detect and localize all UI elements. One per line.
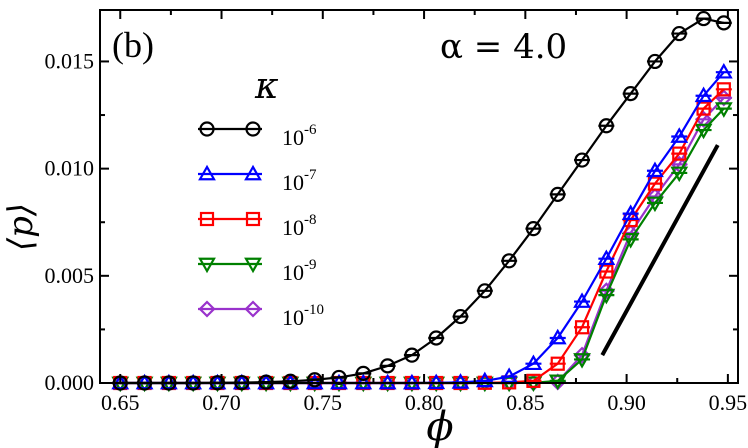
- data-point: [695, 10, 712, 27]
- data-point: [574, 320, 590, 335]
- data-point: [574, 152, 590, 168]
- data-point: [599, 264, 614, 279]
- data-point: [694, 86, 713, 103]
- data-point: [597, 249, 616, 266]
- legend: 10-6 10-7 10-8 10-9 10-10: [198, 121, 324, 330]
- legend-marker: [198, 164, 216, 181]
- data-point: [451, 373, 470, 389]
- data-point: [380, 358, 396, 374]
- panel-label: (b): [112, 25, 154, 65]
- x-axis-label: ϕ: [426, 404, 453, 448]
- data-point: [647, 53, 663, 70]
- y-tick-label: 0.010: [45, 156, 95, 181]
- x-tick-label: 0.85: [506, 390, 545, 415]
- data-point: [501, 253, 517, 269]
- data-point: [404, 347, 420, 363]
- legend-label: 10-6: [282, 122, 317, 150]
- legend-entry-10-8: 10-8: [198, 211, 317, 240]
- data-point: [696, 101, 711, 116]
- data-point: [597, 288, 616, 305]
- data-point: [573, 353, 591, 369]
- data-point: [548, 328, 567, 345]
- data-point: [671, 25, 687, 42]
- series-line: [120, 17, 725, 385]
- data-point: [524, 354, 543, 371]
- legend-marker: [244, 300, 262, 318]
- data-point: [670, 127, 689, 143]
- data-point: [525, 221, 542, 237]
- data-point: [621, 204, 640, 220]
- legend-marker: [199, 121, 215, 137]
- data-point: [307, 372, 323, 388]
- data-point: [694, 123, 713, 140]
- series-line: [120, 107, 725, 385]
- data-point: [550, 186, 566, 202]
- legend-label: 10-9: [282, 257, 317, 285]
- alpha-annotation: α = 4.0: [440, 27, 567, 67]
- data-point: [573, 292, 591, 308]
- data-point: [526, 373, 541, 388]
- data-point: [427, 373, 446, 390]
- y-axis-label: ⟨p⟩: [1, 203, 41, 251]
- data-point: [500, 367, 519, 383]
- legend-entry-10-9: 10-9: [198, 257, 317, 285]
- x-tick-label: 0.70: [202, 390, 241, 415]
- x-tick-label: 0.90: [607, 390, 646, 415]
- data-point: [714, 102, 733, 118]
- y-tick-label: 0.000: [45, 370, 95, 395]
- x-tick-label: 0.65: [101, 390, 140, 415]
- data-point: [548, 374, 567, 391]
- data-point: [282, 373, 298, 389]
- legend-title: κ: [254, 66, 279, 107]
- x-tick-label: 0.80: [405, 390, 444, 415]
- x-tick-label: 0.95: [709, 390, 748, 415]
- data-point: [475, 371, 494, 388]
- x-tick-label: 0.75: [304, 390, 343, 415]
- reference-line: [600, 144, 720, 357]
- data-point: [477, 283, 493, 299]
- data-point: [428, 330, 444, 346]
- legend-label: 10-7: [282, 167, 317, 195]
- data-point: [670, 166, 689, 183]
- axes: 0.65 0.70 0.75 0.80 0.85 0.90 0.95 0.000 0.005 0.…: [45, 9, 748, 415]
- data-point: [355, 365, 371, 381]
- data-point: [621, 233, 640, 249]
- plot-frame: [99, 9, 739, 384]
- data-point: [714, 62, 733, 79]
- legend-marker: [244, 164, 262, 181]
- legend-entry-10-7: 10-7: [198, 164, 317, 195]
- data-point: [716, 82, 731, 97]
- y-tick-label: 0.015: [45, 48, 95, 73]
- data-point: [623, 86, 639, 102]
- legend-marker: [245, 121, 261, 137]
- data-point: [550, 356, 565, 371]
- y-tick-label: 0.005: [45, 263, 95, 288]
- data-point: [573, 346, 591, 364]
- legend-marker: [199, 211, 215, 227]
- legend-marker: [198, 257, 216, 274]
- legend-entry-10-10: 10-10: [198, 300, 324, 330]
- data-point: [598, 118, 614, 134]
- legend-marker: [198, 300, 216, 318]
- legend-marker: [245, 211, 261, 227]
- data-point: [646, 161, 664, 178]
- legend-label: 10-10: [282, 302, 324, 330]
- data-point: [646, 196, 664, 213]
- legend-marker: [244, 257, 262, 274]
- series-layer: [111, 10, 733, 393]
- legend-label: 10-8: [282, 212, 317, 240]
- legend-entry-10-6: 10-6: [198, 121, 317, 150]
- data-point: [452, 308, 469, 325]
- data-point: [716, 15, 732, 31]
- data-point: [672, 146, 687, 161]
